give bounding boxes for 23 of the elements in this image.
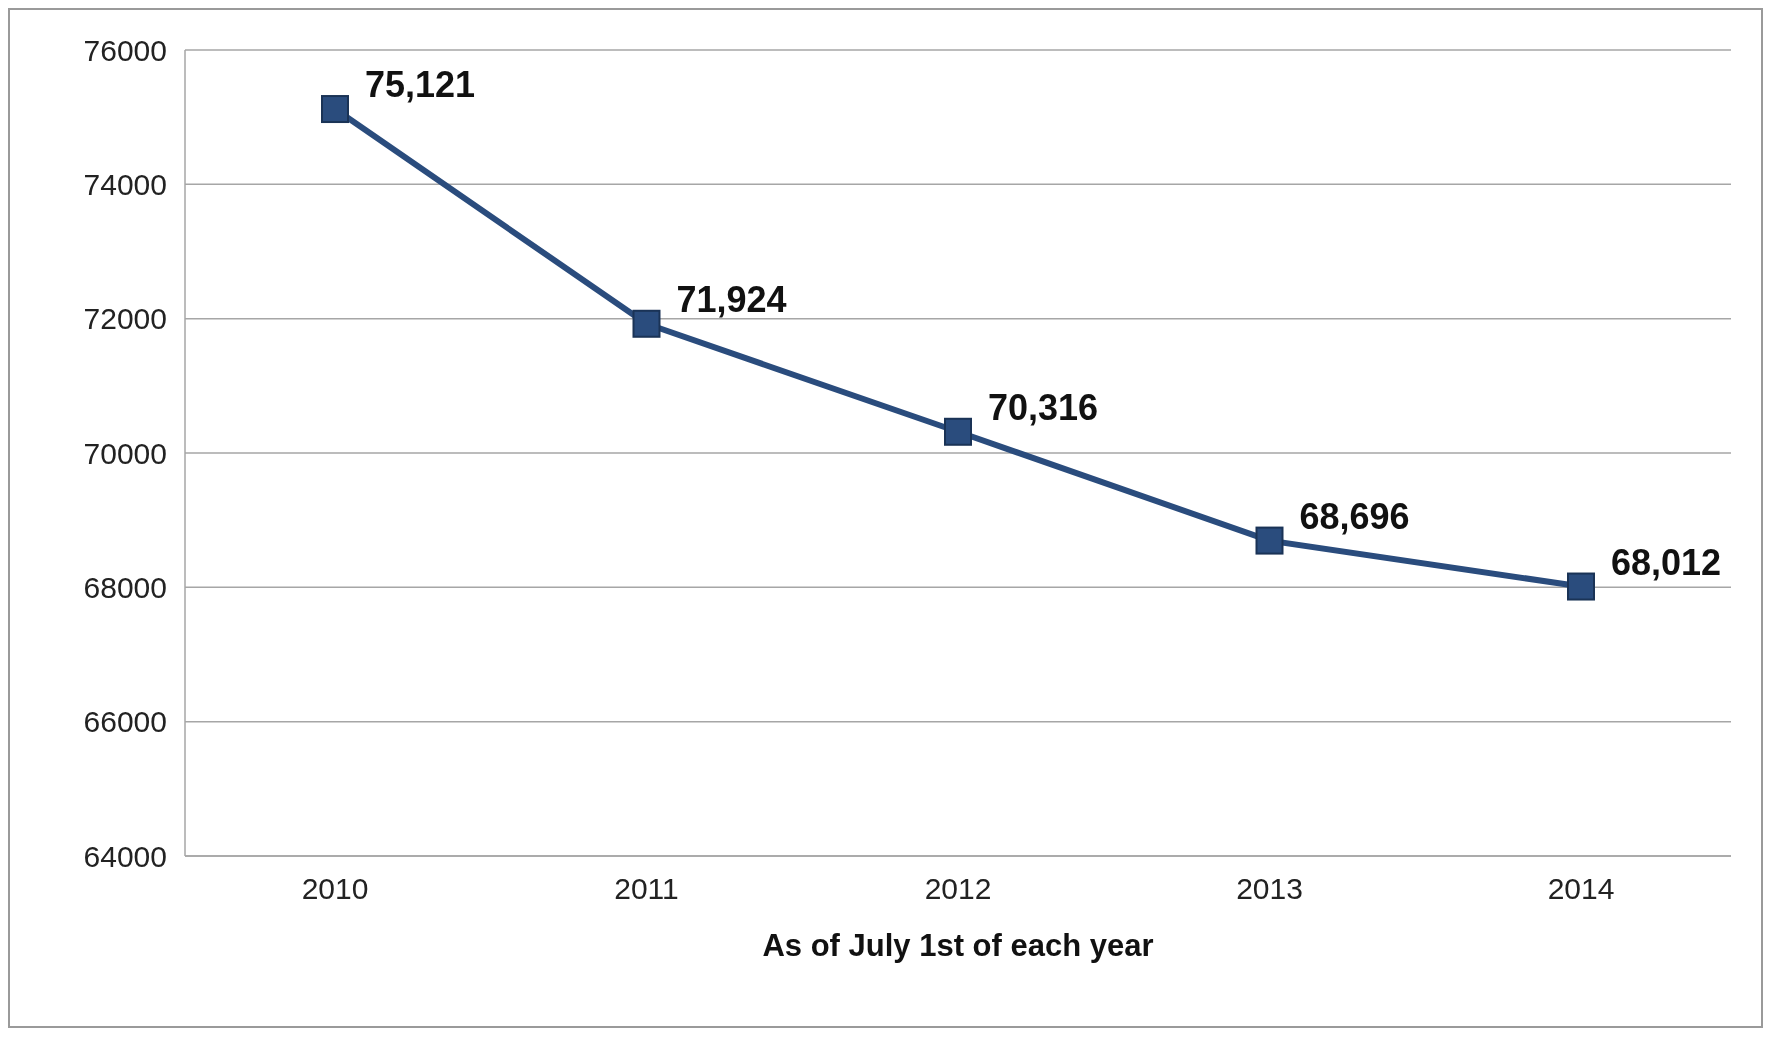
y-tick-label: 72000 <box>83 302 167 336</box>
point <box>1255 526 1284 555</box>
point <box>321 95 349 124</box>
x-axis-title: As of July 1st of each year <box>762 928 1154 963</box>
point <box>944 417 972 446</box>
y-tick-label: 66000 <box>83 705 167 739</box>
data-label: 75,121 <box>365 64 476 106</box>
y-tick-label: 64000 <box>83 839 167 873</box>
y-tick-label: 74000 <box>83 167 167 201</box>
x-tick-label: 2010 <box>301 872 369 906</box>
point <box>632 309 661 338</box>
x-tick-label: 2012 <box>924 872 992 906</box>
y-tick-label: 70000 <box>83 436 167 470</box>
x-tick-label: 2011 <box>614 872 679 906</box>
data-label: 68,012 <box>1611 541 1722 583</box>
x-tick-label: 2014 <box>1547 872 1615 906</box>
data-label: 71,924 <box>676 278 787 320</box>
y-tick-label: 76000 <box>83 33 167 67</box>
x-tick-label: 2013 <box>1236 872 1303 906</box>
data-label: 70,316 <box>988 386 1099 428</box>
point <box>1567 572 1595 601</box>
data-label: 68,696 <box>1299 495 1410 537</box>
y-tick-label: 68000 <box>83 570 167 604</box>
